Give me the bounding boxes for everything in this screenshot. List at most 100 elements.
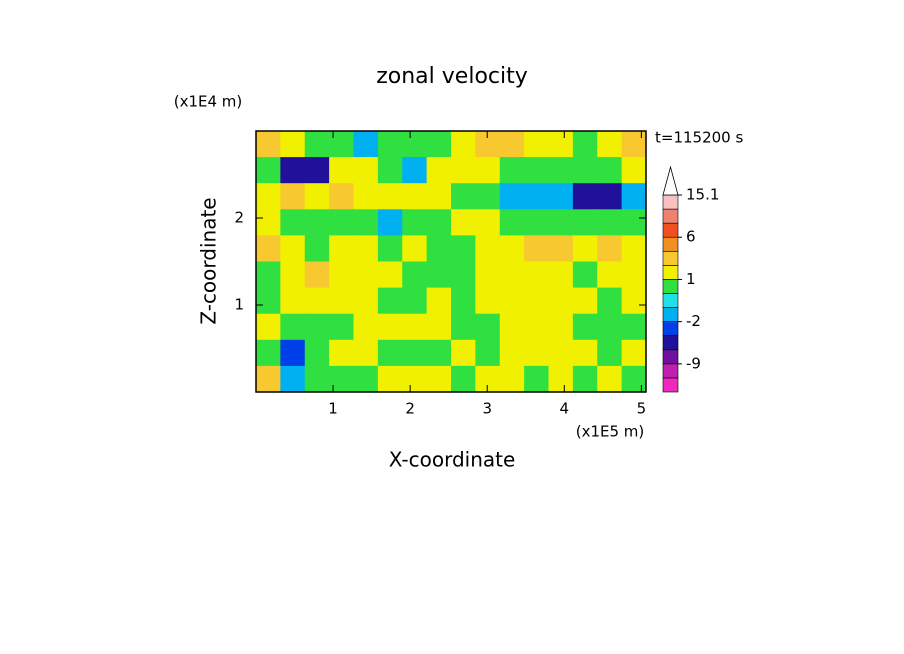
field-cell	[377, 313, 403, 341]
field-cell	[280, 157, 306, 184]
field-cell	[524, 313, 549, 341]
colorbar-box	[662, 222, 679, 238]
field-cell	[353, 287, 379, 315]
field-cell	[426, 183, 452, 210]
field-cell	[256, 131, 281, 158]
chart-title: zonal velocity	[376, 64, 528, 89]
field-cell	[524, 157, 549, 184]
field-cell	[377, 261, 403, 289]
field-cell	[548, 287, 574, 315]
field-cell	[597, 313, 623, 341]
field-cell	[353, 235, 379, 262]
field-cell	[621, 339, 647, 367]
field-cell	[304, 183, 330, 210]
field-cell	[329, 235, 354, 262]
field-cell	[280, 313, 306, 341]
field-cell	[353, 131, 379, 158]
colorbar-box	[662, 335, 679, 351]
time-annotation: t=115200 s	[655, 129, 743, 147]
field-cell	[402, 313, 428, 341]
field-cell	[256, 235, 281, 262]
field-cell	[256, 313, 281, 341]
field-cell	[499, 183, 525, 210]
field-cell	[256, 339, 281, 367]
field-cell	[280, 261, 306, 289]
field-cell	[280, 339, 306, 367]
field-cell	[329, 209, 354, 236]
field-cell	[499, 339, 525, 367]
y-unit: (x1E4 m)	[174, 93, 243, 111]
plot-frame	[255, 130, 647, 393]
field-cell	[524, 183, 549, 210]
field-cell	[402, 261, 428, 289]
colorbar-box	[662, 377, 679, 393]
field-cell	[475, 183, 501, 210]
colorbar-box	[662, 208, 679, 224]
field-cell	[621, 183, 647, 210]
field-cell	[597, 339, 623, 367]
field-cell	[426, 235, 452, 262]
field-cell	[548, 131, 574, 158]
colorbar-box	[662, 349, 679, 365]
field-cell	[475, 287, 501, 315]
field-cell	[304, 209, 330, 236]
field-cell	[426, 131, 452, 158]
x-tick-label: 1	[328, 400, 338, 418]
field-cell	[572, 339, 598, 367]
colorbar-box	[662, 194, 679, 210]
x-tick-label: 3	[482, 400, 492, 418]
field-cell	[256, 183, 281, 210]
field-cell	[280, 131, 306, 158]
field-cell	[304, 235, 330, 262]
field-cell	[572, 287, 598, 315]
field-cell	[548, 365, 574, 393]
field-cell	[524, 365, 549, 393]
field-cell	[402, 365, 428, 393]
field-cell	[377, 287, 403, 315]
field-cell	[621, 235, 647, 262]
colorbar-label: 1	[686, 270, 696, 288]
field-cell	[304, 339, 330, 367]
field-cell	[256, 157, 281, 184]
field-cell	[377, 209, 403, 236]
field-cell	[548, 261, 574, 289]
field-cell	[402, 287, 428, 315]
field-cell	[524, 235, 549, 262]
field-cell	[280, 209, 306, 236]
field-cell	[572, 209, 598, 236]
field-cell	[329, 287, 354, 315]
field-cell	[499, 287, 525, 315]
field-cell	[377, 235, 403, 262]
field-cell	[475, 313, 501, 341]
field-cell	[280, 183, 306, 210]
field-cell	[426, 339, 452, 367]
colorbar-box	[662, 265, 679, 280]
field-cell	[475, 209, 501, 236]
field-cell	[475, 339, 501, 367]
field-cell	[548, 209, 574, 236]
field-cell	[597, 131, 623, 158]
field-cell	[256, 365, 281, 393]
field-cell	[329, 157, 354, 184]
x-unit: (x1E5 m)	[576, 423, 645, 441]
field-cell	[451, 287, 476, 315]
field-cell	[597, 261, 623, 289]
field-cell	[304, 157, 330, 184]
field-cell	[426, 261, 452, 289]
field-cell	[572, 183, 598, 210]
field-cell	[353, 183, 379, 210]
field-cell	[377, 183, 403, 210]
field-cell	[572, 131, 598, 158]
colorbar-box	[662, 363, 679, 379]
field-cell	[426, 313, 452, 341]
field-cell	[304, 261, 330, 289]
field-cell	[621, 261, 647, 289]
field-cell	[548, 183, 574, 210]
field-cell	[597, 209, 623, 236]
field-cell	[621, 131, 647, 158]
colorbar-label: -9	[686, 354, 701, 372]
field-cell	[451, 365, 476, 393]
field-cell	[451, 209, 476, 236]
field-cell	[572, 313, 598, 341]
